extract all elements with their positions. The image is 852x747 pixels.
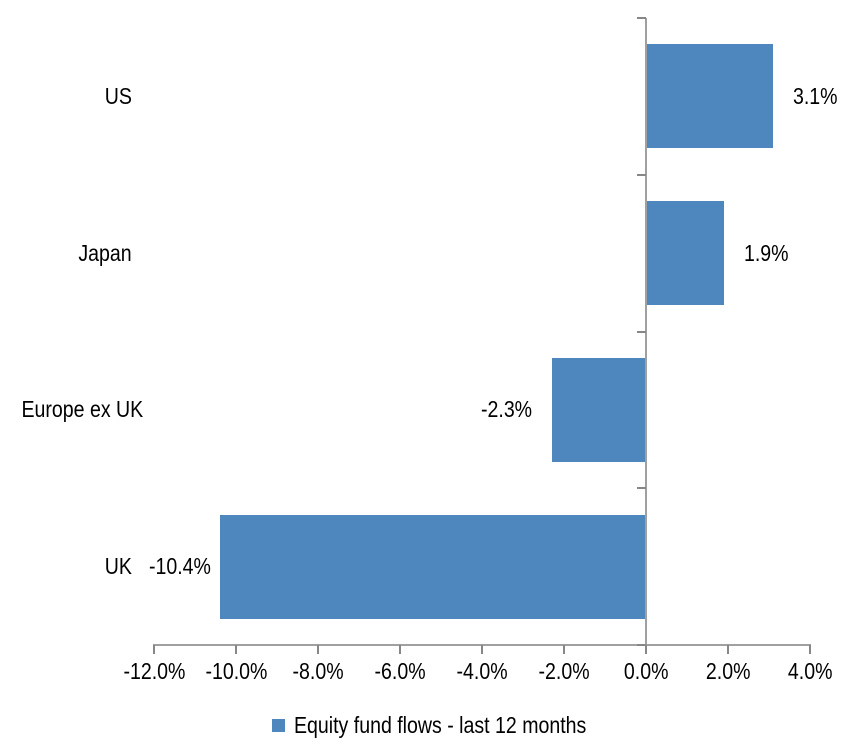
bar-us — [646, 44, 774, 149]
legend-label: Equity fund flows - last 12 months — [294, 712, 638, 739]
x-axis-tick — [727, 645, 729, 654]
x-axis-tick — [645, 645, 647, 654]
x-tick-label: -12.0% — [79, 658, 229, 685]
x-axis-tick — [235, 645, 237, 654]
x-axis-tick — [481, 645, 483, 654]
x-tick-label-text: -2.0% — [538, 658, 590, 684]
x-tick-label-text: -12.0% — [123, 658, 185, 684]
x-tick-label: -10.0% — [161, 658, 311, 685]
legend-label-text: Equity fund flows - last 12 months — [294, 712, 587, 738]
x-tick-label: 2.0% — [653, 658, 803, 685]
category-label-text: Europe ex UK — [21, 396, 144, 423]
category-label-us: US — [0, 83, 132, 110]
x-axis-tick — [563, 645, 565, 654]
value-label-europe-ex-uk: -2.3% — [481, 396, 541, 423]
x-tick-label-text: -10.0% — [205, 658, 267, 684]
x-tick-label: -8.0% — [243, 658, 393, 685]
x-tick-label-text: 0.0% — [623, 658, 669, 684]
x-axis-tick — [809, 645, 811, 654]
value-label-japan: 1.9% — [744, 240, 796, 267]
x-axis-tick — [317, 645, 319, 654]
value-label-uk: -10.4% — [149, 553, 222, 580]
bar-uk — [219, 514, 646, 619]
x-axis-tick — [153, 645, 155, 654]
category-axis-tick — [637, 487, 646, 490]
value-label-text: 3.1% — [793, 82, 838, 109]
x-tick-label: -2.0% — [489, 658, 639, 685]
value-label-text: 1.9% — [743, 239, 789, 266]
bar-japan — [646, 201, 724, 306]
value-label-text: -10.4% — [149, 553, 211, 580]
y-axis — [645, 18, 647, 645]
value-label-text: -2.3% — [480, 396, 532, 423]
category-axis-tick — [637, 17, 646, 19]
x-tick-label: 0.0% — [571, 658, 721, 685]
legend-swatch-icon — [272, 719, 285, 732]
category-axis-tick — [637, 644, 646, 646]
category-label-text: US — [104, 82, 132, 109]
category-label-text: Japan — [78, 239, 132, 266]
x-tick-label-text: 4.0% — [787, 658, 833, 684]
x-tick-label: -4.0% — [407, 658, 557, 685]
category-label-japan: Japan — [0, 240, 132, 267]
x-tick-label-text: -6.0% — [374, 658, 426, 684]
x-tick-label-text: -4.0% — [456, 658, 508, 684]
value-label-us: 3.1% — [793, 83, 845, 110]
x-tick-label-text: -8.0% — [292, 658, 344, 684]
category-label-uk: UK — [0, 553, 132, 580]
x-tick-label-text: 2.0% — [705, 658, 751, 684]
category-label-text: UK — [104, 553, 132, 580]
x-tick-label: 4.0% — [735, 658, 852, 685]
x-axis-tick — [399, 645, 401, 654]
bar-europe-ex-uk — [551, 357, 646, 462]
category-label-europe-ex-uk: Europe ex UK — [0, 396, 143, 423]
x-tick-label: -6.0% — [325, 658, 475, 685]
category-axis-tick — [637, 173, 646, 176]
category-axis-tick — [637, 330, 646, 333]
